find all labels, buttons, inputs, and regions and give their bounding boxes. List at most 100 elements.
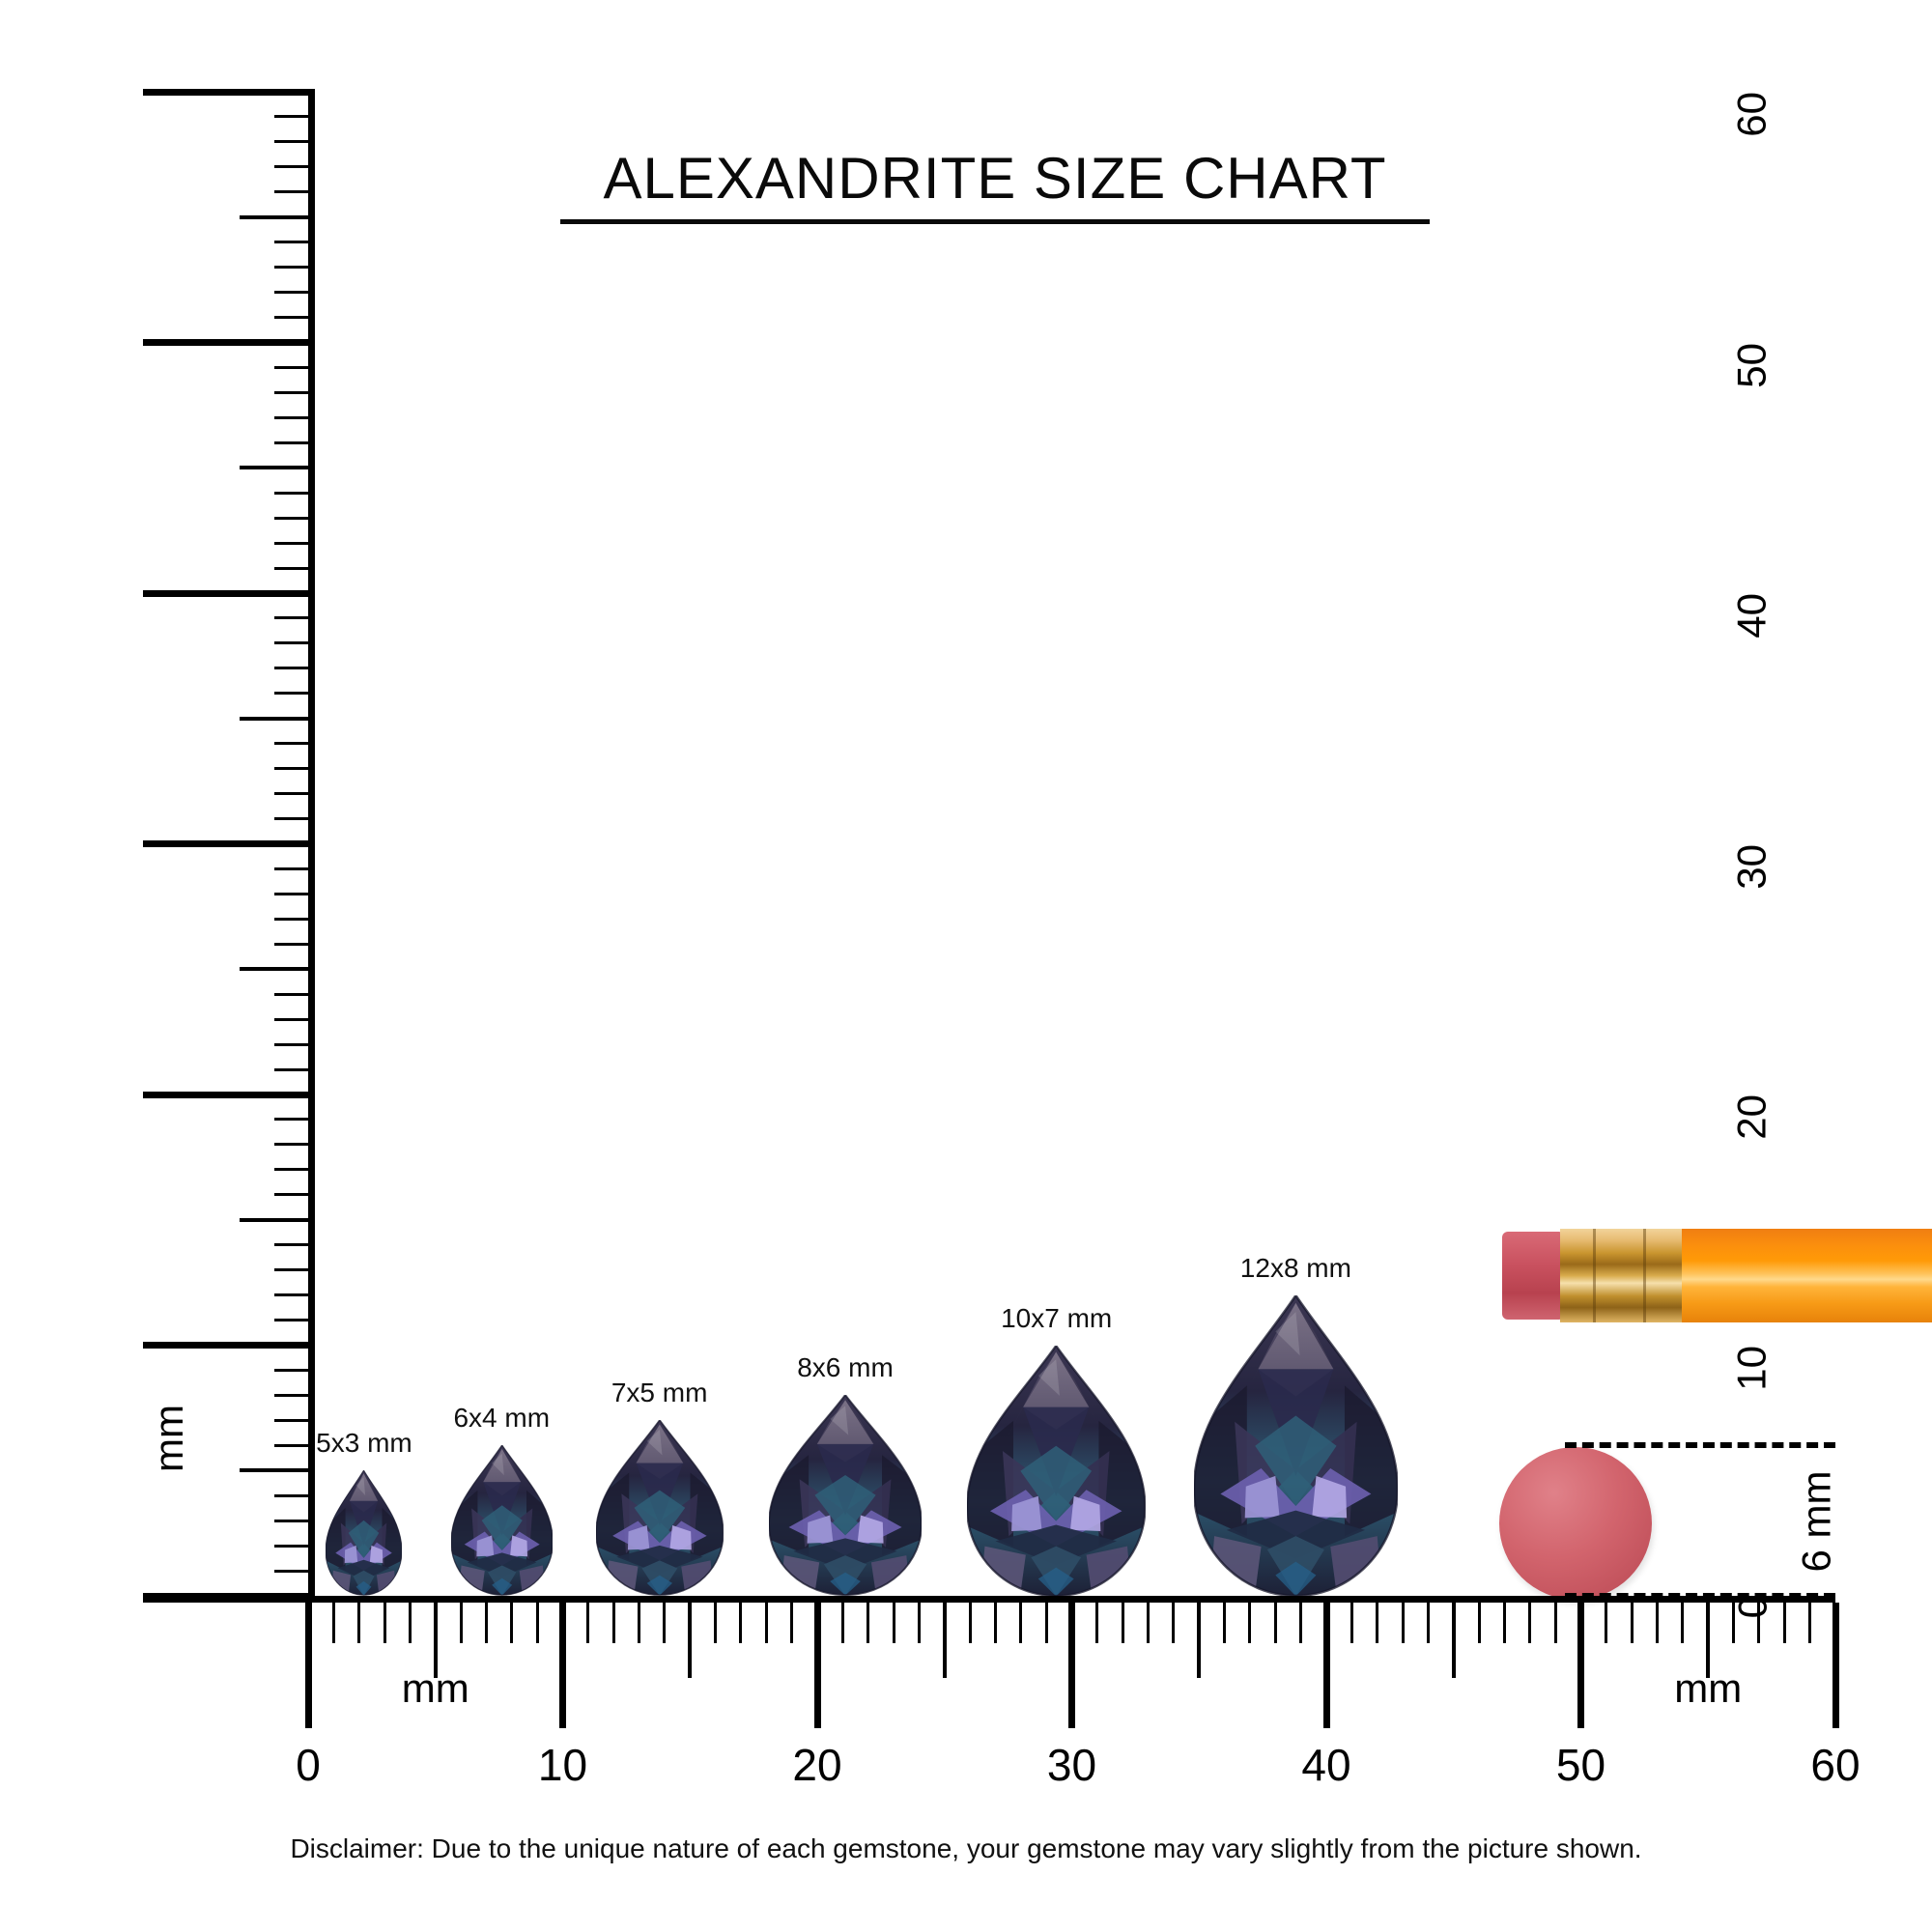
vertical-ruler-tick [274, 1042, 315, 1046]
horizontal-ruler-tick [1757, 1603, 1761, 1643]
vertical-ruler-tick [274, 1393, 315, 1397]
horizontal-ruler-tick [1782, 1603, 1786, 1643]
gemstone-label: 8x6 mm [797, 1352, 894, 1383]
vertical-ruler-tick [274, 165, 315, 169]
horizontal-ruler-tick [813, 1603, 821, 1728]
horizontal-ruler-tick [1451, 1603, 1456, 1678]
horizontal-ruler-unit-label: mm [401, 1665, 469, 1711]
vertical-ruler-tick [143, 589, 315, 597]
vertical-ruler-tick [143, 840, 315, 847]
horizontal-ruler-tick [1832, 1603, 1839, 1728]
horizontal-ruler-tick [357, 1603, 361, 1643]
horizontal-ruler-tick [638, 1603, 641, 1643]
vertical-ruler-tick [143, 1342, 315, 1349]
vertical-ruler-tick [274, 140, 315, 144]
vertical-ruler-label: 10 [1729, 1345, 1775, 1391]
vertical-ruler-tick [274, 241, 315, 244]
gemstone-pear-svg [594, 1418, 724, 1597]
horizontal-ruler-tick [714, 1603, 718, 1643]
vertical-ruler-tick [274, 1067, 315, 1071]
horizontal-ruler-label: 50 [1555, 1740, 1606, 1790]
vertical-ruler-tick [274, 742, 315, 746]
horizontal-ruler-tick [459, 1603, 463, 1643]
vertical-ruler-tick [274, 867, 315, 870]
vertical-ruler-tick [274, 491, 315, 495]
vertical-ruler-tick [274, 767, 315, 771]
gemstone-6x4-mm[interactable] [449, 1444, 554, 1597]
gemstone-8x6-mm[interactable] [767, 1393, 923, 1597]
horizontal-ruler-tick [1299, 1603, 1303, 1643]
vertical-ruler-tick [274, 1368, 315, 1372]
horizontal-ruler-tick [1095, 1603, 1099, 1643]
gemstone-12x8-mm[interactable] [1192, 1293, 1400, 1597]
title-underline [560, 219, 1430, 224]
horizontal-ruler-tick [559, 1603, 566, 1728]
vertical-ruler-tick [274, 516, 315, 520]
horizontal-ruler-tick [1605, 1603, 1608, 1643]
horizontal-ruler-tick [1502, 1603, 1506, 1643]
vertical-ruler-tick [240, 214, 315, 219]
vertical-ruler-tick [274, 1118, 315, 1122]
horizontal-ruler-tick [1577, 1603, 1584, 1728]
vertical-ruler-tick [274, 1268, 315, 1272]
gemstone-label: 5x3 mm [316, 1428, 412, 1459]
vertical-ruler-tick [274, 667, 315, 670]
horizontal-ruler [304, 1603, 1839, 1728]
horizontal-ruler-tick [739, 1603, 743, 1643]
vertical-ruler-tick [274, 1569, 315, 1573]
vertical-ruler-tick [274, 1293, 315, 1297]
horizontal-ruler-tick [1248, 1603, 1252, 1643]
vertical-ruler-tick [274, 1168, 315, 1172]
vertical-ruler-tick [274, 1493, 315, 1497]
horizontal-ruler-tick [1376, 1603, 1379, 1643]
horizontal-ruler-tick [1630, 1603, 1634, 1643]
horizontal-axis-line [143, 1596, 1835, 1603]
gemstone-5x3-mm[interactable] [325, 1469, 403, 1596]
horizontal-ruler-tick [764, 1603, 768, 1643]
vertical-ruler-tick [274, 792, 315, 796]
horizontal-ruler-tick [1808, 1603, 1812, 1643]
horizontal-ruler-tick [331, 1603, 335, 1643]
horizontal-ruler-label: 60 [1810, 1740, 1861, 1790]
horizontal-ruler-tick [1681, 1603, 1685, 1643]
horizontal-ruler-tick [1477, 1603, 1481, 1643]
vertical-ruler-label: 30 [1729, 843, 1775, 890]
vertical-ruler-tick [274, 1319, 315, 1322]
vertical-ruler-tick [274, 992, 315, 996]
eraser-dimension-label: 6 mm [1739, 1444, 1893, 1599]
horizontal-ruler-tick [968, 1603, 972, 1643]
horizontal-ruler-tick [1732, 1603, 1736, 1643]
horizontal-ruler-tick [1147, 1603, 1151, 1643]
vertical-ruler-tick [274, 1544, 315, 1548]
page-title: ALEXANDRITE SIZE CHART [603, 146, 1387, 211]
horizontal-ruler-label: 0 [296, 1740, 321, 1790]
vertical-ruler-tick [240, 466, 315, 470]
vertical-ruler-tick [274, 365, 315, 369]
horizontal-ruler-tick [1553, 1603, 1557, 1643]
vertical-ruler-tick [274, 390, 315, 394]
vertical-ruler-unit-label: mm [145, 1405, 191, 1473]
horizontal-ruler-tick [510, 1603, 514, 1643]
horizontal-ruler-label: 40 [1301, 1740, 1351, 1790]
vertical-ruler-tick [274, 316, 315, 320]
gemstone-label: 10x7 mm [1001, 1302, 1113, 1333]
gemstone-7x5-mm[interactable] [594, 1418, 724, 1597]
horizontal-ruler-label: 30 [1046, 1740, 1097, 1790]
horizontal-ruler-tick [840, 1603, 844, 1643]
vertical-ruler-label: 50 [1729, 342, 1775, 388]
horizontal-ruler-tick [535, 1603, 539, 1643]
gemstone-10x7-mm[interactable] [966, 1343, 1147, 1597]
vertical-ruler-tick [274, 566, 315, 570]
horizontal-ruler-tick [433, 1603, 438, 1678]
gemstone-pear-svg [449, 1444, 554, 1597]
horizontal-ruler-tick [1223, 1603, 1227, 1643]
horizontal-ruler-tick [1426, 1603, 1430, 1643]
dimension-line-top [1565, 1442, 1835, 1448]
vertical-ruler-tick [274, 616, 315, 620]
horizontal-ruler-tick [1044, 1603, 1048, 1643]
gemstone-label: 6x4 mm [453, 1403, 551, 1434]
pencil-eraser [1502, 1232, 1562, 1320]
vertical-ruler-tick [274, 1143, 315, 1147]
vertical-ruler-tick [143, 88, 315, 96]
eraser-circle-reference [1499, 1447, 1652, 1600]
